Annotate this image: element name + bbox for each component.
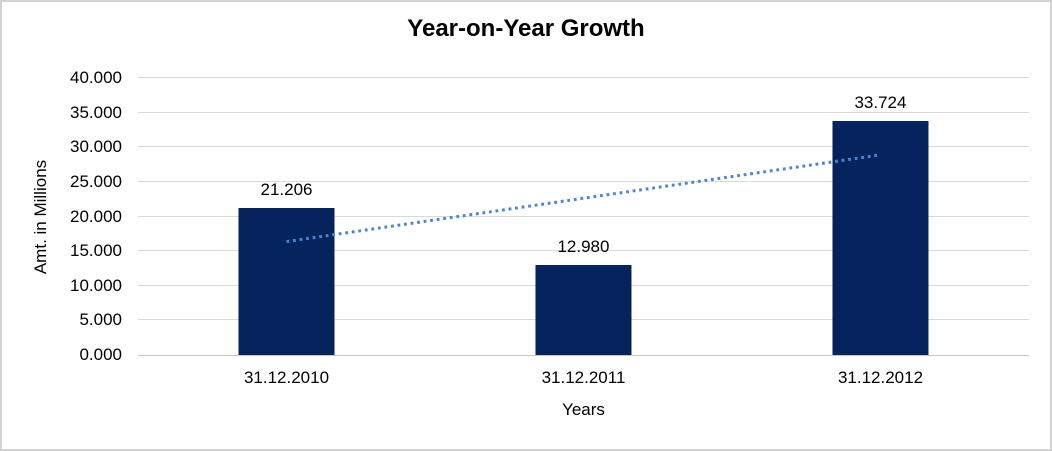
x-tick-label: 31.12.2012 xyxy=(837,368,924,387)
x-axis-title: Years xyxy=(562,400,605,419)
y-tick-label: 15.000 xyxy=(70,241,122,261)
gridline xyxy=(138,215,1029,217)
x-tick-label: 31.12.2011 xyxy=(541,368,626,387)
y-axis-ticks: 0.000 5.000 10.000 15.000 20.000 25.000 30.000… xyxy=(2,68,122,364)
bar-slot: 21.206 xyxy=(138,78,435,355)
gridline xyxy=(138,180,1029,182)
gridline xyxy=(138,250,1029,252)
bar-31.12.2011 xyxy=(535,265,631,355)
chart-title: Year-on-Year Growth xyxy=(407,15,645,42)
bar-31.12.2010 xyxy=(238,208,334,355)
bar-value-label: 21.206 xyxy=(260,180,313,200)
y-tick-label: 40.000 xyxy=(70,68,122,87)
y-tick-label: 5.000 xyxy=(79,310,122,330)
gridline xyxy=(138,146,1029,148)
y-tick-label: 30.000 xyxy=(70,137,122,157)
y-tick-label: 20.000 xyxy=(70,206,122,226)
gridline xyxy=(138,77,1029,78)
y-tick-label: 35.000 xyxy=(70,102,122,122)
x-tick-label: 31.12.2010 xyxy=(243,368,330,387)
trendline xyxy=(286,153,881,244)
y-tick-label: 10.000 xyxy=(70,275,122,295)
y-tick-label: 25.000 xyxy=(70,171,122,191)
bar-value-label: 33.724 xyxy=(854,93,907,113)
x-axis-ticks: 31.12.2010 31.12.2011 31.12.2012 xyxy=(138,368,1029,388)
bar-slot: 12.980 xyxy=(435,78,732,355)
y-tick-label: 0.000 xyxy=(79,345,122,364)
gridline xyxy=(138,111,1029,113)
plot-area: 21.206 12.980 33.724 xyxy=(138,77,1029,356)
bar-value-label: 12.980 xyxy=(557,237,610,257)
